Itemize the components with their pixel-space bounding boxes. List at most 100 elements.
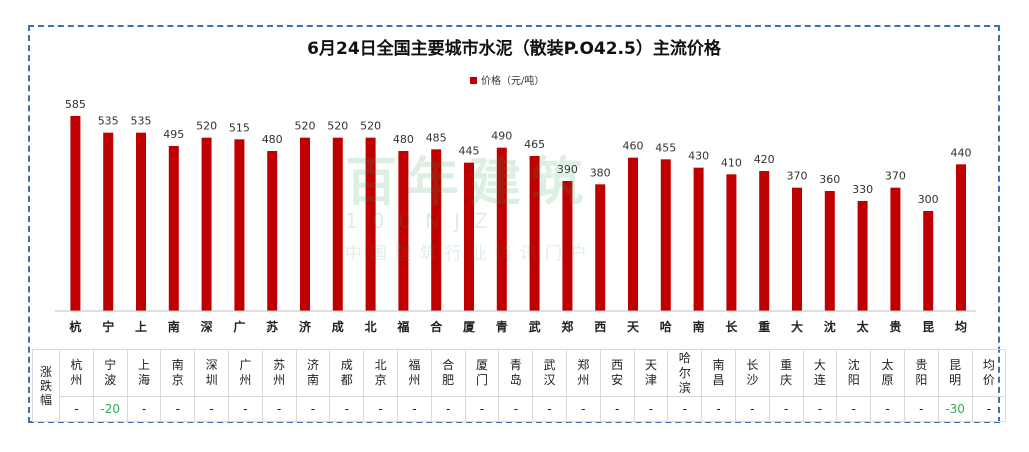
x-tick-label: 南 bbox=[168, 319, 180, 334]
table-change-cell: -20 bbox=[92, 396, 128, 422]
bar-value-label: 370 bbox=[787, 170, 808, 183]
bar-value-label: 535 bbox=[98, 115, 119, 128]
bar-value-label: 485 bbox=[426, 131, 447, 144]
bar-7 bbox=[300, 137, 310, 311]
table-city-cell: 南京 bbox=[160, 349, 196, 397]
table-city-cell: 福州 bbox=[396, 349, 432, 397]
table-change-cell: - bbox=[329, 396, 365, 422]
table-city-cell: 宁波 bbox=[92, 349, 128, 397]
bar-24 bbox=[857, 201, 868, 311]
bar-value-label: 460 bbox=[623, 140, 644, 153]
x-tick-label: 南 bbox=[693, 319, 705, 334]
table-change-cell: - bbox=[667, 396, 703, 422]
bar-value-label: 420 bbox=[754, 153, 775, 166]
bar-6 bbox=[267, 151, 278, 311]
bar-value-label: 585 bbox=[65, 98, 86, 111]
table-city-cell: 上海 bbox=[126, 349, 162, 397]
bar-23 bbox=[824, 191, 835, 311]
table-city-cell: 深圳 bbox=[194, 349, 229, 397]
table-row-cities: 涨跌幅杭州宁波上海南京深圳广州苏州济南成都北京福州合肥厦门青岛武汉郑州西安天津哈… bbox=[32, 349, 1007, 422]
change-table: 涨跌幅杭州宁波上海南京深圳广州苏州济南成都北京福州合肥厦门青岛武汉郑州西安天津哈… bbox=[32, 349, 1007, 422]
x-tick-label: 沈 bbox=[824, 319, 836, 334]
table-change-cell: - bbox=[464, 396, 500, 422]
table-change-cell: - bbox=[633, 396, 669, 422]
table-change-cell: - bbox=[498, 396, 534, 422]
table-city-cell: 长沙 bbox=[734, 349, 770, 397]
x-tick-label: 昆 bbox=[922, 320, 934, 334]
bar-27 bbox=[956, 164, 966, 311]
table-city-cell: 广州 bbox=[227, 349, 263, 397]
bar-25 bbox=[890, 187, 901, 311]
bar-value-label: 445 bbox=[459, 145, 480, 158]
x-tick-label: 深 bbox=[201, 319, 213, 334]
table-change-cell: - bbox=[870, 396, 905, 422]
table-city-cell: 厦门 bbox=[464, 349, 500, 397]
table-change-cell: - bbox=[126, 396, 162, 422]
bar-20 bbox=[726, 174, 737, 311]
table-city-cell: 北京 bbox=[363, 349, 398, 397]
bar-2 bbox=[136, 132, 146, 311]
x-tick-label: 贵 bbox=[889, 319, 901, 334]
bar-8 bbox=[332, 137, 343, 311]
bar-value-label: 520 bbox=[327, 120, 348, 133]
table-city-cell: 武汉 bbox=[532, 349, 567, 397]
legend-swatch bbox=[470, 77, 477, 84]
bar-value-label: 330 bbox=[852, 183, 873, 196]
bar-value-label: 465 bbox=[524, 138, 545, 151]
bar-value-label: 520 bbox=[360, 120, 381, 133]
x-tick-label: 哈 bbox=[660, 319, 672, 334]
bar-9 bbox=[365, 137, 376, 311]
bar-4 bbox=[201, 137, 212, 311]
table-city-cell: 昆明 bbox=[937, 349, 973, 397]
table-change-cell: - bbox=[363, 396, 398, 422]
table-city-cell: 合肥 bbox=[430, 349, 466, 397]
table-change-cell: - bbox=[59, 396, 94, 422]
bar-10 bbox=[398, 151, 409, 311]
chart-frame bbox=[28, 25, 1000, 423]
table-change-cell: - bbox=[701, 396, 736, 422]
bar-21 bbox=[759, 171, 770, 311]
bar-value-label: 440 bbox=[951, 146, 972, 159]
x-tick-label: 济 bbox=[299, 319, 312, 334]
bar-value-label: 300 bbox=[918, 193, 939, 206]
bar-value-label: 360 bbox=[819, 173, 840, 186]
x-tick-label: 宁 bbox=[102, 319, 114, 334]
bar-22 bbox=[792, 187, 802, 311]
table-city-cell: 苏州 bbox=[261, 349, 297, 397]
bar-value-label: 520 bbox=[196, 120, 217, 133]
table-city-cell: 西安 bbox=[599, 349, 635, 397]
bar-value-label: 380 bbox=[590, 166, 611, 179]
table-city-cell: 杭州 bbox=[59, 349, 94, 397]
bar-value-label: 480 bbox=[393, 133, 414, 146]
table-city-cell: 成都 bbox=[329, 349, 365, 397]
x-tick-label: 苏 bbox=[266, 319, 278, 334]
table-change-cell: - bbox=[295, 396, 331, 422]
x-tick-label: 北 bbox=[365, 319, 377, 334]
bar-14 bbox=[529, 156, 540, 311]
bar-11 bbox=[431, 149, 442, 311]
bar-value-label: 495 bbox=[163, 128, 184, 141]
bar-13 bbox=[496, 147, 507, 311]
table-change-cell: - bbox=[430, 396, 466, 422]
x-tick-label: 合 bbox=[430, 319, 443, 334]
bar-value-label: 480 bbox=[262, 133, 283, 146]
x-tick-label: 大 bbox=[791, 319, 803, 334]
table-change-cell: - bbox=[532, 396, 567, 422]
x-tick-label: 福 bbox=[396, 319, 409, 334]
table-change-cell: - bbox=[227, 396, 263, 422]
table-city-cell: 贵阳 bbox=[903, 349, 939, 397]
bar-value-label: 390 bbox=[557, 163, 578, 176]
table-change-cell: - bbox=[836, 396, 872, 422]
table-city-cell: 大连 bbox=[802, 349, 838, 397]
bar-value-label: 515 bbox=[229, 121, 250, 134]
x-tick-label: 均 bbox=[955, 319, 967, 334]
table-city-cell: 济南 bbox=[295, 349, 331, 397]
bar-value-label: 520 bbox=[295, 120, 316, 133]
x-tick-label: 郑 bbox=[561, 319, 573, 334]
bar-5 bbox=[234, 139, 245, 311]
bar-18 bbox=[660, 159, 671, 311]
x-tick-label: 天 bbox=[627, 320, 640, 334]
table-city-cell: 均价 bbox=[971, 349, 1007, 397]
x-tick-label: 成 bbox=[332, 319, 344, 334]
